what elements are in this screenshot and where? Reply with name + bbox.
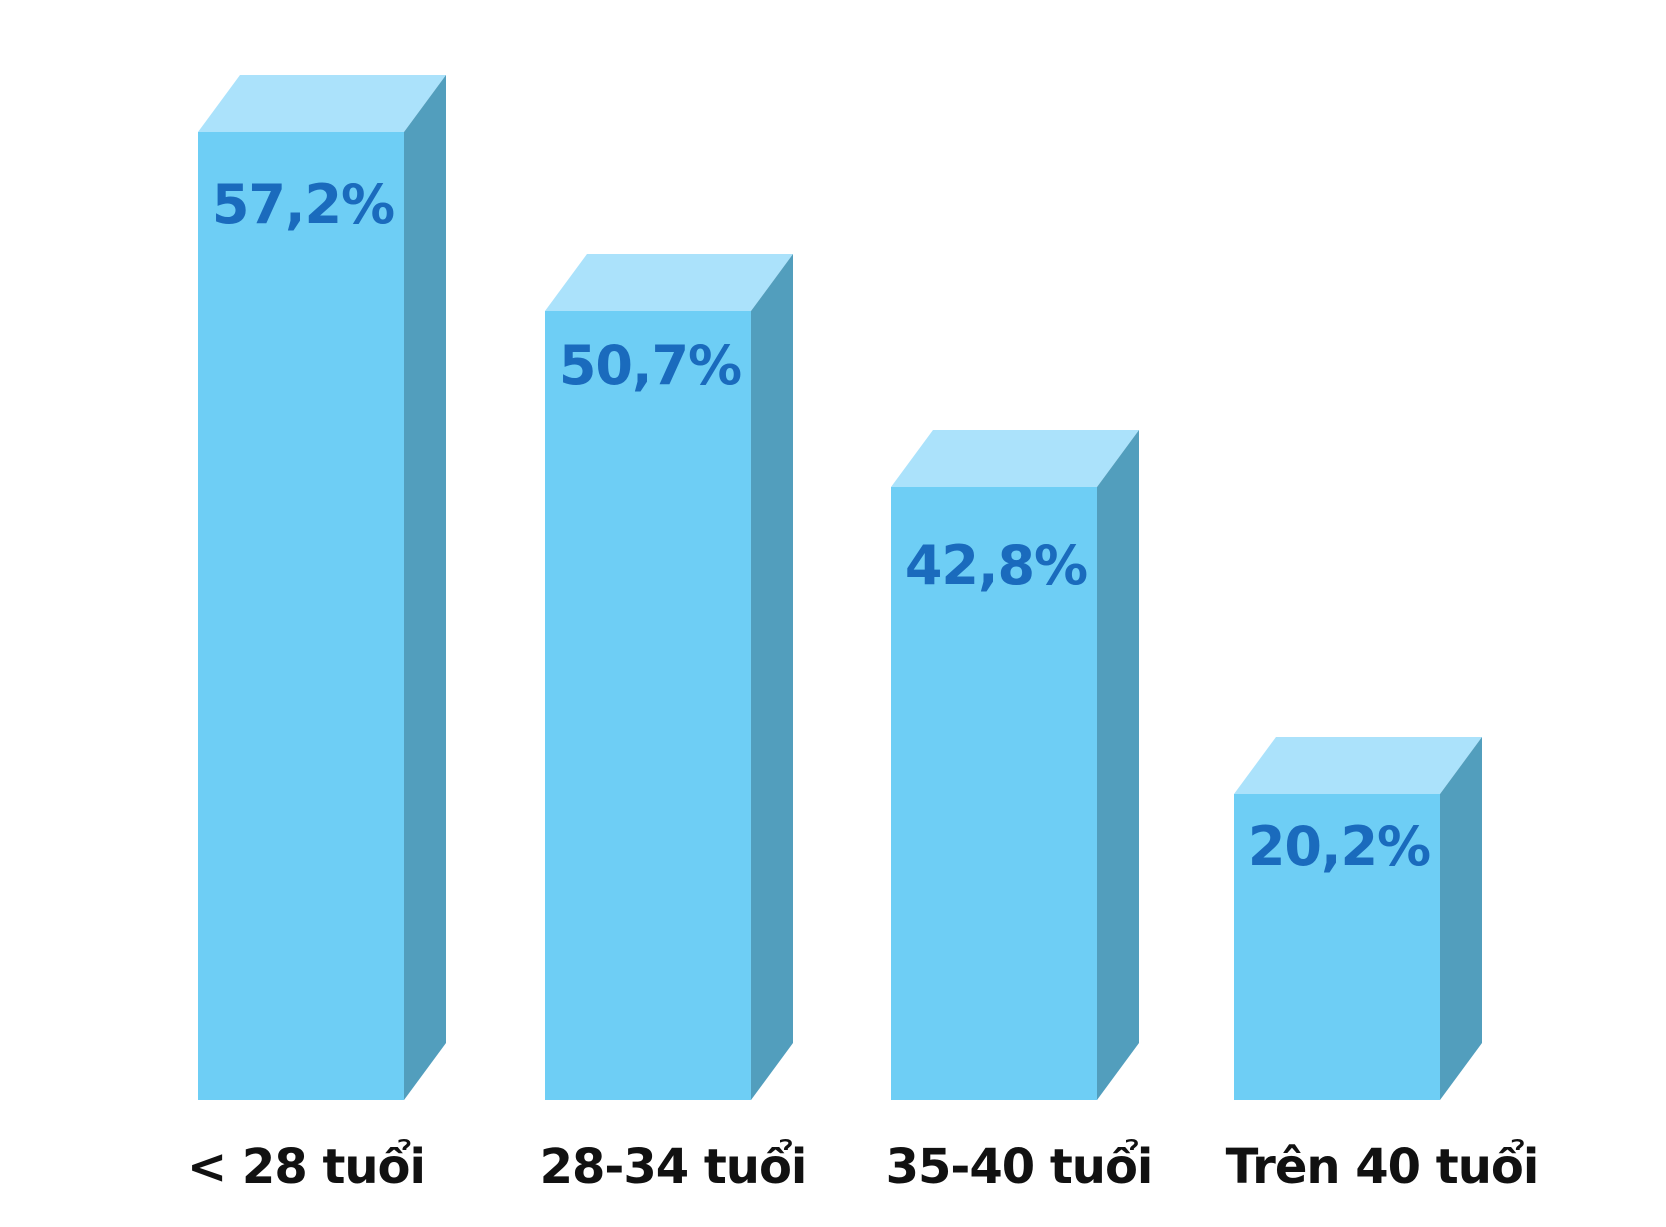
bar-front-2 (891, 487, 1097, 1100)
bar-side-0 (404, 75, 446, 1100)
bar-top-2 (891, 430, 1139, 487)
bar-front-1 (545, 311, 751, 1100)
value-label: 20,2% (1248, 815, 1430, 878)
bar-side-3 (1440, 737, 1482, 1100)
category-label: 35-40 tuổi (886, 1139, 1153, 1195)
bar-front-0 (198, 132, 404, 1100)
value-label: 42,8% (905, 534, 1087, 597)
bar-top-3 (1234, 737, 1482, 794)
bar-side-2 (1097, 430, 1139, 1100)
category-label: 28-34 tuổi (540, 1139, 807, 1195)
value-label: 50,7% (559, 334, 741, 397)
category-label: < 28 tuổi (187, 1139, 425, 1195)
bar-top-1 (545, 254, 793, 311)
bar-top-0 (198, 75, 446, 132)
bar-front-3 (1234, 794, 1440, 1100)
category-label: Trên 40 tuổi (1226, 1139, 1539, 1195)
value-label: 57,2% (212, 173, 394, 236)
bar-side-1 (751, 254, 793, 1100)
